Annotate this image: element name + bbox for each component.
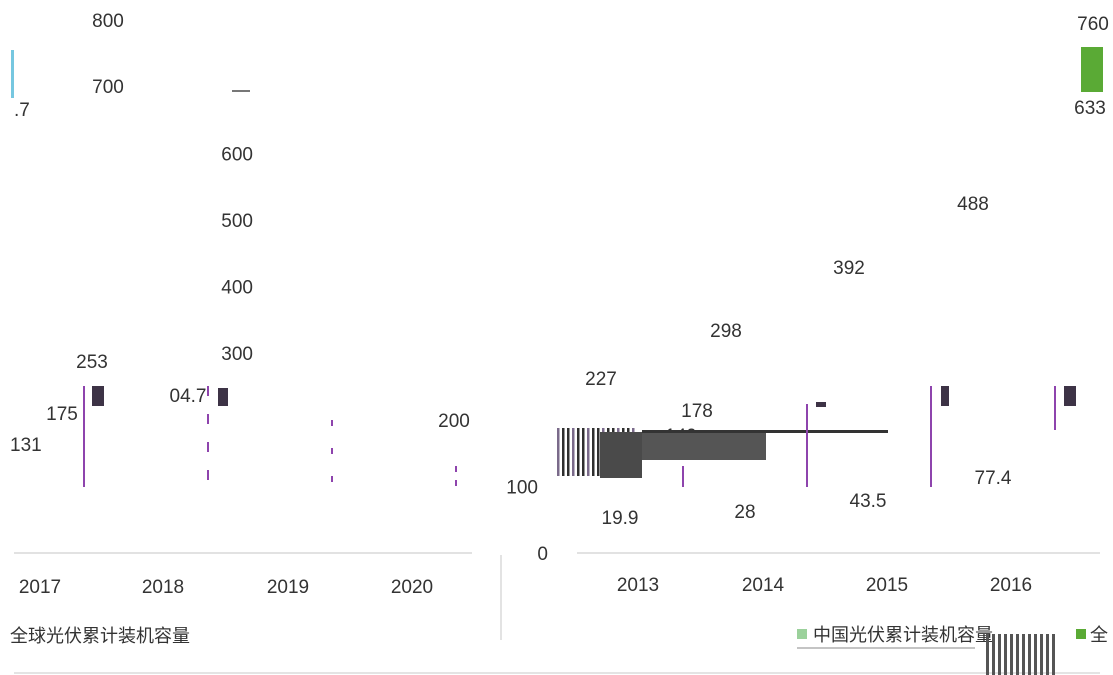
left-data-label: 04.7 xyxy=(170,386,207,407)
legend-artifact-stripe xyxy=(992,634,995,675)
left-x-tick-label: 2019 xyxy=(267,577,309,598)
right-artifact-stripe xyxy=(577,428,580,476)
legend-artifact-stripe xyxy=(986,634,989,675)
right-artifact-stripe xyxy=(587,428,590,476)
right-legend-swatch xyxy=(1076,629,1086,639)
right-legend-swatch xyxy=(797,629,807,639)
right-series-value-label: 43.5 xyxy=(850,491,887,512)
legend-artifact-stripe xyxy=(1022,634,1025,675)
right-artifact-stripe xyxy=(567,428,570,476)
right-cropped-bar xyxy=(1081,47,1103,92)
right-upper-label: 227 xyxy=(585,369,617,390)
left-x-tick-label: 2020 xyxy=(391,577,433,598)
right-upper-label: 392 xyxy=(833,258,865,279)
right-artifact-stripe xyxy=(572,428,575,476)
right-x-tick-label: 2015 xyxy=(866,575,908,596)
legend-artifact-stripe xyxy=(1016,634,1019,675)
right-artifact-stripe xyxy=(562,428,565,476)
right-legend-label: 中国光伏累计装机容量 xyxy=(813,625,993,645)
right-artifact-stripe xyxy=(582,428,585,476)
left-y-tick-label: 800 xyxy=(92,11,124,32)
left-artifact-block xyxy=(218,388,228,406)
legend-artifact-stripe xyxy=(1028,634,1031,675)
left-artifact-block xyxy=(92,386,104,406)
right-series-value-label: 77.4 xyxy=(975,468,1012,489)
right-artifact-stripe xyxy=(597,428,600,476)
right-y-tick-label: 0 xyxy=(537,544,548,565)
left-data-label: 131 xyxy=(10,435,42,456)
right-x-tick-label: 2016 xyxy=(990,575,1032,596)
left-data-label: .7 xyxy=(14,100,30,121)
legend-artifact-stripe xyxy=(1046,634,1049,675)
left-data-label: 175 xyxy=(46,404,78,425)
right-artifact-stripe xyxy=(592,428,595,476)
right-artifact-stripe xyxy=(557,428,560,476)
legend-artifact-stripe xyxy=(998,634,1001,675)
right-y-tick-label: 100 xyxy=(506,477,538,498)
right-y-tick-label: 600 xyxy=(221,144,253,165)
left-cropped-bar xyxy=(11,50,14,98)
right-artifact-block xyxy=(600,432,642,478)
legend-artifact-stripe xyxy=(1004,634,1007,675)
right-edge-label: 760 xyxy=(1077,14,1109,35)
right-artifact-block xyxy=(816,402,826,407)
right-series-value-label: 28 xyxy=(734,502,755,523)
left-legend-label: 全球光伏累计装机容量 xyxy=(10,626,190,646)
right-legend-label: 全 xyxy=(1090,625,1108,645)
left-data-label: 200 xyxy=(438,411,470,432)
right-y-tick-label: 400 xyxy=(221,278,253,299)
right-edge-label: 633 xyxy=(1074,98,1106,119)
right-y-tick-label: 500 xyxy=(221,211,253,232)
right-mid-label: 178 xyxy=(681,401,713,422)
right-chart-panel: 0 100 300 400 500 600 2013 2014 2015 2016 19.9 28 43… xyxy=(221,14,1109,675)
right-x-tick-label: 2013 xyxy=(617,575,659,596)
left-x-tick-label: 2018 xyxy=(142,577,184,598)
legend-artifact-stripe xyxy=(1040,634,1043,675)
legend-artifact-stripe xyxy=(1034,634,1037,675)
right-artifact-line xyxy=(642,430,888,433)
right-upper-label: 298 xyxy=(710,321,742,342)
right-artifact-block xyxy=(1064,386,1076,406)
right-artifact-block xyxy=(642,432,766,460)
right-upper-label: 488 xyxy=(957,194,989,215)
legend-artifact-stripe xyxy=(1010,634,1013,675)
left-x-tick-label: 2017 xyxy=(19,577,61,598)
right-y-tick-label: 300 xyxy=(221,344,253,365)
left-data-label: 253 xyxy=(76,352,108,373)
legend-artifact-stripe xyxy=(1052,634,1055,675)
right-x-tick-label: 2014 xyxy=(742,575,785,596)
right-series-value-label: 19.9 xyxy=(602,508,639,529)
left-y-tick-label: 700 xyxy=(92,77,124,98)
right-artifact-block xyxy=(941,386,949,406)
left-artifact-block xyxy=(232,90,250,92)
